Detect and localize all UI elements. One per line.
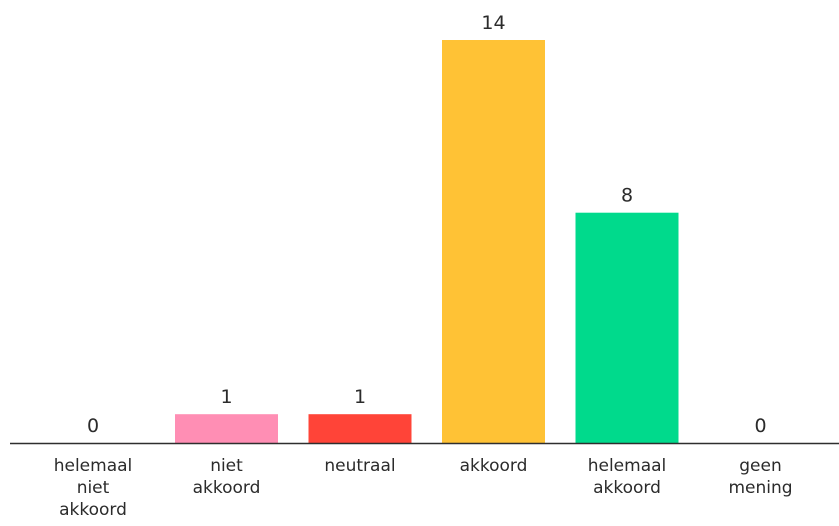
bar-2 [308, 414, 412, 443]
bars-group [175, 40, 679, 443]
category-label-0: helemaal niet akkoord [54, 456, 133, 520]
value-labels-group: 0 1 1 14 8 0 [87, 12, 767, 437]
value-label-5: 0 [754, 415, 766, 437]
category-labels-group: helemaal niet akkoord niet akkoord neutraal ak… [54, 456, 793, 520]
value-label-2: 1 [354, 386, 366, 408]
bar-1 [175, 414, 278, 443]
value-label-3: 14 [481, 12, 505, 34]
category-label-4: helemaal akkoord [588, 456, 667, 498]
bar-4 [575, 212, 679, 443]
category-label-1: niet akkoord [193, 456, 261, 498]
value-label-0: 0 [87, 415, 99, 437]
category-label-3: akkoord [460, 456, 528, 476]
value-label-4: 8 [621, 185, 633, 207]
category-label-2: neutraal [324, 456, 395, 476]
bar-3 [442, 40, 545, 443]
category-label-5: geen mening [728, 456, 792, 498]
value-label-1: 1 [220, 386, 232, 408]
